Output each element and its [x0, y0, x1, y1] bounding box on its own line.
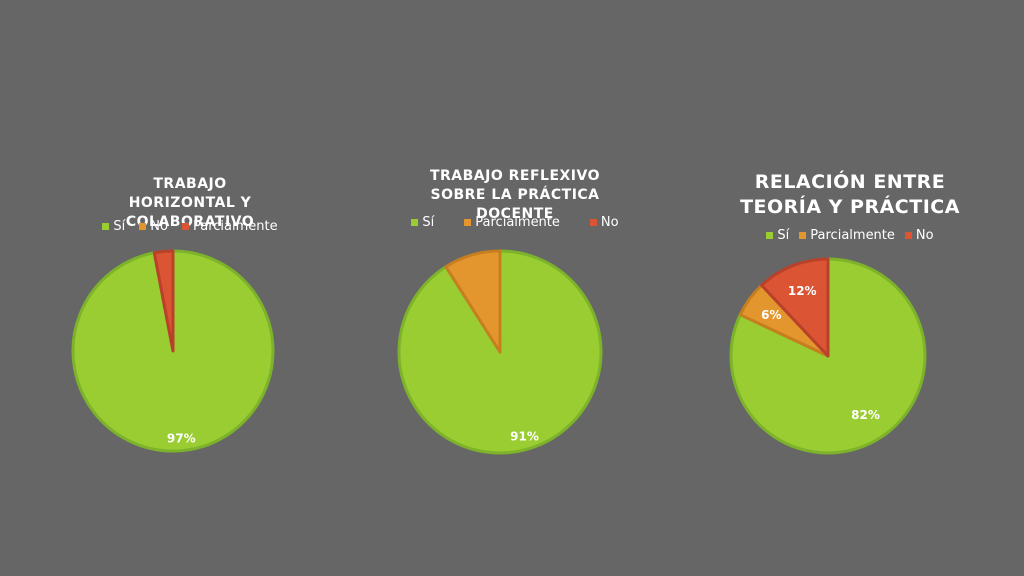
pie-slice-parcialmente — [444, 249, 502, 354]
legend: Sí Parcialmente No — [715, 228, 985, 243]
chart-title: TRABAJO REFLEXIVO SOBRE LA PRÁCTICA DOCE… — [429, 168, 601, 222]
pie-slice-no — [760, 257, 830, 358]
legend: Sí No Parcialmente — [70, 219, 310, 234]
swatch — [181, 223, 189, 230]
legend-item-parcialmente: Parcialmente — [181, 219, 278, 234]
swatch — [766, 232, 774, 239]
chart-title: RELACIÓN ENTRE TEORÍA Y PRÁCTICA — [740, 171, 960, 218]
legend-item-no: No — [904, 228, 934, 243]
legend-label: Sí — [113, 219, 126, 234]
data-label: 82% — [851, 408, 880, 422]
legend-label: No — [150, 219, 168, 234]
swatch — [411, 219, 419, 226]
legend-label: Parcialmente — [810, 228, 895, 243]
pie-chart: 91% — [397, 249, 603, 455]
legend-item-si: Sí — [102, 219, 125, 234]
legend-item-si: Sí — [766, 228, 789, 243]
swatch — [464, 219, 472, 226]
legend-label: Parcialmente — [192, 219, 278, 234]
legend-item-si: Sí — [411, 215, 434, 230]
legend-label: Sí — [777, 228, 790, 243]
legend: Sí Parcialmente No — [385, 215, 645, 230]
swatch — [102, 223, 110, 230]
data-label: 12% — [788, 284, 817, 298]
pie-chart: 82% 6% 12% — [729, 257, 927, 455]
legend-item-parcialmente: Parcialmente — [464, 215, 560, 230]
legend-item-no: No — [139, 219, 168, 234]
chart-relacion-teoria-practica: RELACIÓN ENTRE TEORÍA Y PRÁCTICA Sí Parc… — [715, 0, 985, 576]
legend-item-no: No — [589, 215, 619, 230]
legend-item-parcialmente: Parcialmente — [799, 228, 895, 243]
legend-label: Sí — [422, 215, 435, 230]
data-label: 6% — [761, 308, 781, 322]
swatch — [799, 232, 807, 239]
legend-label: Parcialmente — [475, 215, 560, 230]
swatch — [139, 223, 147, 230]
chart-title: TRABAJO HORIZONTAL Y COLABORATIVO — [125, 176, 255, 230]
swatch — [589, 219, 597, 226]
pie-slice-parcialmente — [152, 249, 175, 353]
chart-trabajo-reflexivo: TRABAJO REFLEXIVO SOBRE LA PRÁCTICA DOCE… — [385, 0, 645, 576]
pie-chart: 97% — [71, 249, 275, 453]
legend-label: No — [600, 215, 619, 230]
data-label: 97% — [167, 432, 196, 446]
swatch — [904, 232, 912, 239]
legend-label: No — [915, 228, 934, 243]
chart-trabajo-horizontal: TRABAJO HORIZONTAL Y COLABORATIVO Sí No … — [70, 0, 310, 576]
data-label: 91% — [510, 430, 539, 444]
